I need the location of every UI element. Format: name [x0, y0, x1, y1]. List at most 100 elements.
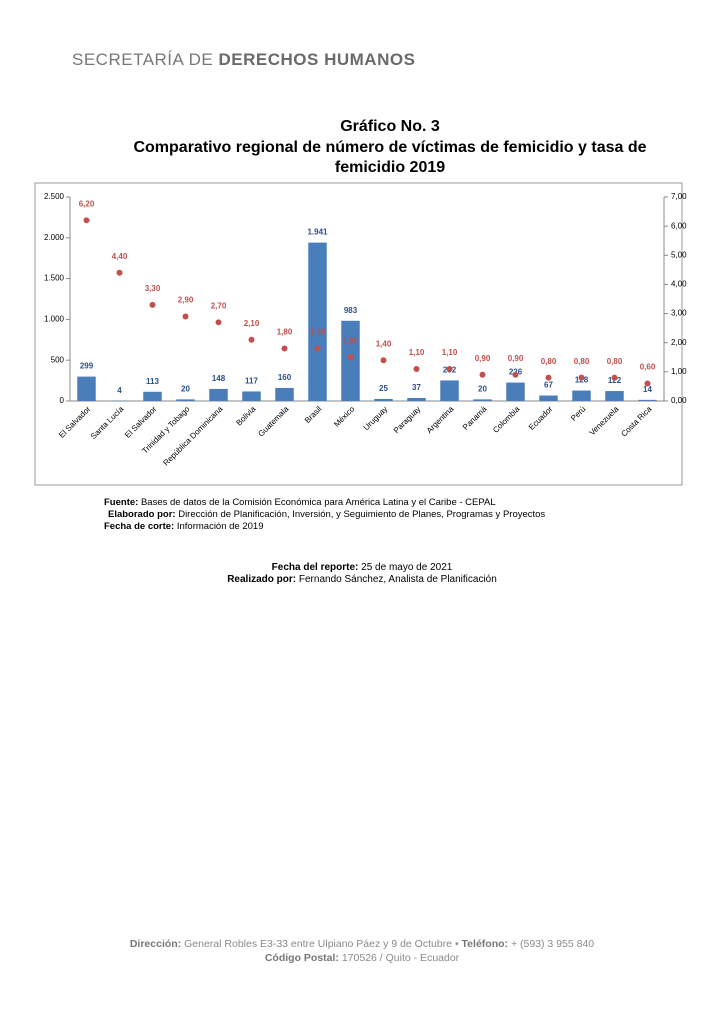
text: Fernando Sánchez, Analista de Planificac… — [298, 574, 497, 585]
rate-label: 0,80 — [541, 357, 557, 366]
line: Dirección: General Robles E3-33 entre Ul… — [0, 937, 724, 951]
bar-label: 117 — [245, 377, 258, 386]
label: Dirección: — [129, 938, 182, 950]
text: Bases de datos de la Comisión Económica … — [140, 497, 496, 508]
rate-dot — [644, 380, 651, 387]
bar-label: 4 — [117, 386, 122, 395]
y-tick-label: 1.000 — [44, 315, 65, 324]
y2-tick-label: 6,00 — [671, 221, 687, 230]
rate-dot — [347, 354, 354, 361]
rate-label: 2,90 — [178, 296, 194, 305]
rate-dot — [512, 371, 519, 378]
bar-label: 20 — [181, 384, 190, 393]
y-tick-label: 2.500 — [44, 192, 65, 201]
rate-dot — [83, 217, 90, 224]
bar — [308, 242, 327, 401]
rate-label: 1,40 — [376, 339, 392, 348]
text: + (593) 3 955 840 — [510, 938, 595, 950]
rate-label: 6,20 — [79, 199, 95, 208]
bar-label: 25 — [379, 384, 388, 393]
y-tick-label: 500 — [51, 355, 65, 364]
y-tick-label: 1.500 — [44, 274, 65, 283]
rate-dot — [215, 319, 222, 326]
bar — [572, 390, 591, 401]
label: Código Postal: — [264, 952, 339, 964]
bar — [605, 391, 624, 401]
bar — [539, 395, 558, 401]
header: SECRETARÍA DE DERECHOS HUMANOS — [72, 50, 415, 70]
rate-label: 4,40 — [112, 252, 128, 261]
bar — [275, 387, 294, 401]
rate-dot — [314, 345, 321, 352]
bar-label: 67 — [544, 381, 553, 390]
y2-tick-label: 3,00 — [671, 309, 687, 318]
rate-label: 1,50 — [343, 336, 359, 345]
chart: 0 500 1.000 1.500 2.000 2.500 0,00 1,00 2,00 3,00… — [34, 182, 687, 486]
bar-label: 148 — [212, 374, 226, 383]
rate-label: 0,80 — [607, 357, 623, 366]
bar — [77, 376, 96, 401]
y2-tick-label: 2,00 — [671, 338, 687, 347]
rate-dot — [182, 313, 189, 320]
rate-label: 0,60 — [640, 363, 656, 372]
org-light: SECRETARÍA DE — [72, 50, 214, 69]
label: Elaborado por: — [108, 509, 176, 520]
label: Fecha de corte: — [104, 521, 175, 532]
report: Fecha del reporte: 25 de mayo de 2021 Rea… — [0, 562, 724, 586]
rate-dot — [479, 371, 486, 378]
rate-dot — [380, 357, 387, 364]
rate-label: 1,10 — [442, 348, 458, 357]
bar — [473, 399, 492, 401]
chart-heading: Gráfico No. 3 — [340, 118, 440, 135]
y2-tick-label: 4,00 — [671, 280, 687, 289]
line: Elaborado por: Dirección de Planificació… — [104, 509, 545, 521]
bar — [341, 320, 360, 401]
y2-tick-label: 0,00 — [671, 396, 687, 405]
line: Realizado por: Fernando Sánchez, Analist… — [0, 574, 724, 586]
bar-label: 20 — [478, 384, 487, 393]
bar — [506, 382, 525, 401]
bar-label: 37 — [412, 383, 421, 392]
rate-dot — [116, 269, 123, 276]
y2-tick-label: 7,00 — [671, 192, 687, 201]
label: Teléfono: — [461, 938, 509, 950]
line: Fecha del reporte: 25 de mayo de 2021 — [0, 562, 724, 574]
rate-label: 1,80 — [277, 328, 293, 337]
bar — [638, 399, 657, 401]
rate-dot — [446, 365, 453, 372]
rate-label: 0,90 — [508, 354, 524, 363]
rate-dot — [248, 336, 255, 343]
rate-dot — [578, 374, 585, 381]
line: Código Postal: 170526 / Quito - Ecuador — [0, 951, 724, 965]
text: 170526 / Quito - Ecuador — [341, 952, 460, 964]
rate-dot — [149, 301, 156, 308]
y2-tick-label: 5,00 — [671, 250, 687, 259]
label: Fecha del reporte: — [271, 562, 359, 573]
org-bold: DERECHOS HUMANOS — [218, 50, 416, 69]
bar-label: 299 — [80, 362, 94, 371]
y-tick-label: 0 — [60, 396, 65, 405]
y2-tick-label: 1,00 — [671, 367, 687, 376]
bar-label: 1.941 — [307, 228, 328, 237]
rate-label: 0,80 — [574, 357, 590, 366]
bar — [176, 399, 195, 401]
bar-label: 983 — [344, 306, 358, 315]
rate-dot — [545, 374, 552, 381]
bar — [440, 380, 459, 401]
text: 25 de mayo de 2021 — [361, 562, 453, 573]
rate-label: 2,70 — [211, 301, 227, 310]
bar-label: 113 — [146, 377, 159, 386]
rate-label: 1,10 — [409, 348, 425, 357]
notes: Fuente: Bases de datos de la Comisión Ec… — [104, 497, 545, 533]
rate-label: 0,90 — [475, 354, 491, 363]
rate-label: 2,10 — [244, 319, 260, 328]
rate-dot — [413, 365, 420, 372]
rate-dot — [611, 374, 618, 381]
line: Fuente: Bases de datos de la Comisión Ec… — [104, 497, 545, 509]
bar — [374, 398, 393, 401]
text: Dirección de Planificación, Inversión, y… — [178, 509, 546, 520]
bar — [143, 391, 162, 401]
text: Información de 2019 — [176, 521, 264, 532]
rate-label: 1,80 — [310, 328, 326, 337]
